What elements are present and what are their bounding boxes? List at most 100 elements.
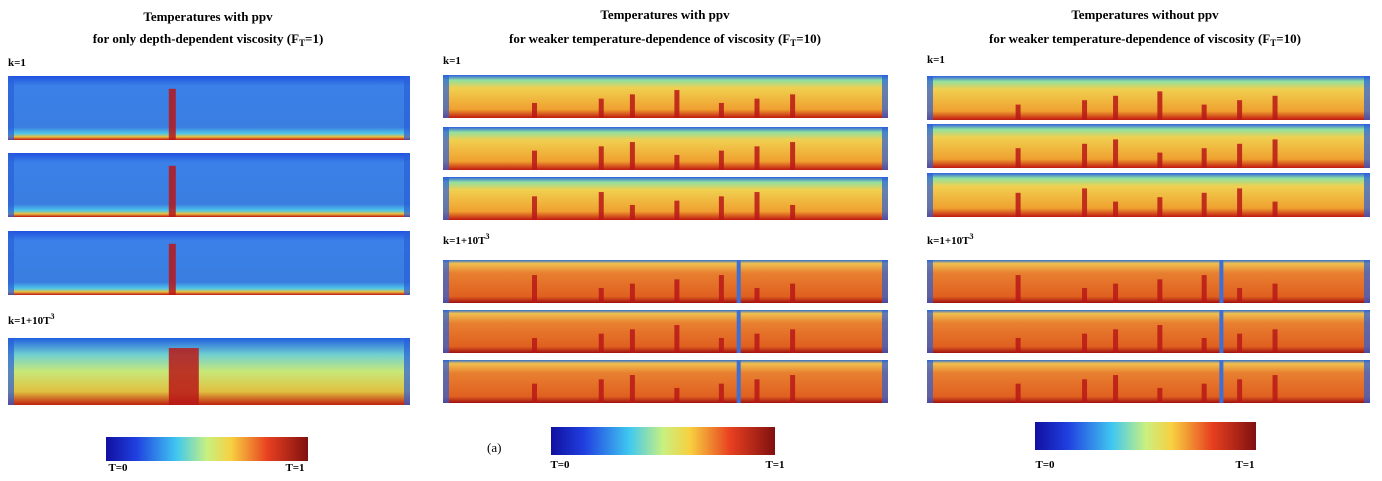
- temperature-field: [8, 76, 410, 140]
- group-label: k=1: [927, 54, 945, 66]
- cold-edge: [404, 76, 410, 140]
- plume: [1015, 275, 1021, 303]
- group-text: k=1+10T: [443, 235, 486, 247]
- plume: [1113, 329, 1119, 353]
- field-background: [927, 76, 1370, 120]
- subtitle-end: =1): [305, 31, 323, 46]
- field-background: [927, 124, 1370, 168]
- cold-edge: [882, 360, 888, 403]
- plume: [790, 283, 796, 303]
- plume: [754, 146, 760, 170]
- plume: [629, 94, 635, 118]
- plume: [754, 192, 760, 220]
- plume: [790, 329, 796, 353]
- plume: [1272, 283, 1278, 303]
- field-background: [443, 260, 888, 303]
- superscript: 3: [486, 232, 490, 241]
- temperature-field: [443, 310, 888, 353]
- plume: [1201, 104, 1207, 120]
- plume: [1082, 379, 1088, 403]
- cold-edge: [1364, 360, 1370, 403]
- panel-title: Temperatures without ppv: [1071, 7, 1219, 22]
- panel-subtitle: for only depth-dependent viscosity (FT=1…: [93, 31, 324, 48]
- plume: [629, 329, 635, 353]
- cold-edge: [882, 177, 888, 220]
- cold-edge: [927, 173, 933, 217]
- plume: [718, 102, 724, 118]
- group-label: k=1+10T3: [8, 312, 55, 327]
- plume: [532, 196, 537, 220]
- field-background: [8, 76, 410, 140]
- plume: [790, 142, 796, 170]
- field-background: [443, 75, 888, 118]
- plume: [1157, 91, 1163, 120]
- cold-edge: [927, 76, 933, 120]
- panel: Temperatures without ppv for weaker tempe…: [927, 7, 1370, 471]
- plume: [629, 375, 635, 403]
- cold-edge: [443, 127, 449, 170]
- plume: [754, 287, 760, 303]
- colorbar-min: T=0: [550, 459, 570, 471]
- superscript: 3: [51, 312, 55, 321]
- field-background: [8, 231, 410, 295]
- plume: [1201, 275, 1207, 303]
- plume: [674, 387, 680, 403]
- cold-edge: [443, 360, 449, 403]
- downwelling: [1219, 360, 1224, 403]
- plume: [598, 333, 604, 353]
- field-background: [8, 338, 410, 405]
- group-text: k=1+10T: [8, 315, 51, 327]
- cold-edge: [443, 75, 449, 118]
- field-background: [443, 127, 888, 170]
- plume: [598, 146, 604, 170]
- cold-edge: [927, 124, 933, 168]
- field-background: [927, 173, 1370, 217]
- subtitle-end: =10): [1276, 31, 1301, 46]
- panel-title: Temperatures with ppv: [600, 7, 730, 22]
- plume: [598, 379, 604, 403]
- plume: [674, 279, 680, 303]
- plume: [629, 142, 635, 170]
- plume: [754, 98, 760, 118]
- plume: [1015, 148, 1021, 168]
- cold-edge: [8, 76, 14, 140]
- plume: [1015, 383, 1021, 403]
- plume: [1272, 139, 1278, 168]
- cold-edge: [882, 127, 888, 170]
- subtitle-text: for only depth-dependent viscosity (F: [93, 31, 299, 46]
- colorbar-max: T=1: [765, 459, 784, 471]
- colorbar-max: T=1: [285, 462, 304, 474]
- temperature-field: [443, 177, 888, 220]
- colorbar: [551, 427, 775, 455]
- plume: [1237, 143, 1243, 168]
- field-background: [8, 153, 410, 217]
- temperature-field: [8, 338, 410, 405]
- cold-edge: [882, 310, 888, 353]
- plume: [1157, 152, 1163, 168]
- downwelling: [1219, 310, 1224, 353]
- plume: [1237, 287, 1243, 303]
- cold-edge: [443, 177, 449, 220]
- group-label: k=1: [443, 55, 461, 67]
- plume: [1272, 329, 1278, 353]
- colorbar-min: T=0: [1035, 459, 1055, 471]
- cold-edge: [1364, 260, 1370, 303]
- plume: [1201, 337, 1207, 353]
- cold-edge: [1364, 124, 1370, 168]
- group-text: k=1+10T: [927, 235, 970, 247]
- plume: [674, 325, 680, 353]
- plume: [532, 275, 537, 303]
- plume: [532, 102, 537, 118]
- cold-edge: [443, 310, 449, 353]
- field-background: [927, 310, 1370, 353]
- cold-edge: [927, 310, 933, 353]
- plume: [1015, 337, 1021, 353]
- plume: [1082, 287, 1088, 303]
- plume: [1082, 100, 1088, 120]
- group-label: k=1: [8, 57, 26, 69]
- panel: Temperatures with ppv for only depth-depe…: [8, 9, 410, 474]
- superscript: 3: [970, 232, 974, 241]
- plume: [1113, 375, 1119, 403]
- plume: [790, 204, 796, 220]
- field-background: [927, 260, 1370, 303]
